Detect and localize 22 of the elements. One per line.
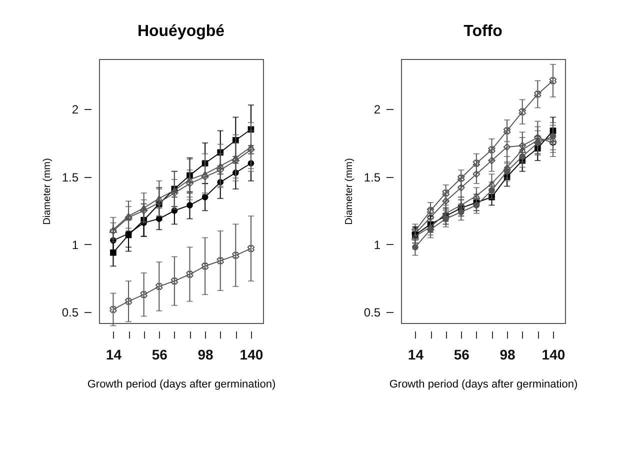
x-tick-label: 56	[454, 346, 470, 362]
y-tick-label: 2	[374, 102, 381, 117]
x-tick-label: 14	[106, 346, 122, 362]
y-tick-label: 1.5	[62, 170, 79, 184]
chart-title: Toffo	[464, 23, 503, 40]
y-tick-label: 1.5	[364, 170, 381, 184]
y-tick-label: 0.5	[364, 306, 381, 320]
y-axis-title: Diameter (mm)	[42, 158, 53, 225]
x-tick-label: 98	[500, 346, 516, 362]
y-tick-label: 1	[72, 238, 79, 252]
chart-title: Houéyogbé	[137, 23, 225, 40]
x-tick-label: 98	[198, 346, 214, 362]
y-tick-label: 0.5	[62, 306, 79, 320]
x-tick-label: 56	[152, 346, 168, 362]
y-axis-title: Diameter (mm)	[344, 158, 355, 225]
x-tick-label: 14	[408, 346, 424, 362]
x-tick-label: 140	[542, 346, 566, 362]
x-axis-title: Growth period (days after germination)	[87, 378, 276, 390]
x-tick-label: 140	[240, 346, 264, 362]
x-axis-title: Growth period (days after germination)	[389, 378, 578, 390]
y-tick-label: 2	[72, 102, 79, 117]
y-tick-label: 1	[374, 238, 381, 252]
